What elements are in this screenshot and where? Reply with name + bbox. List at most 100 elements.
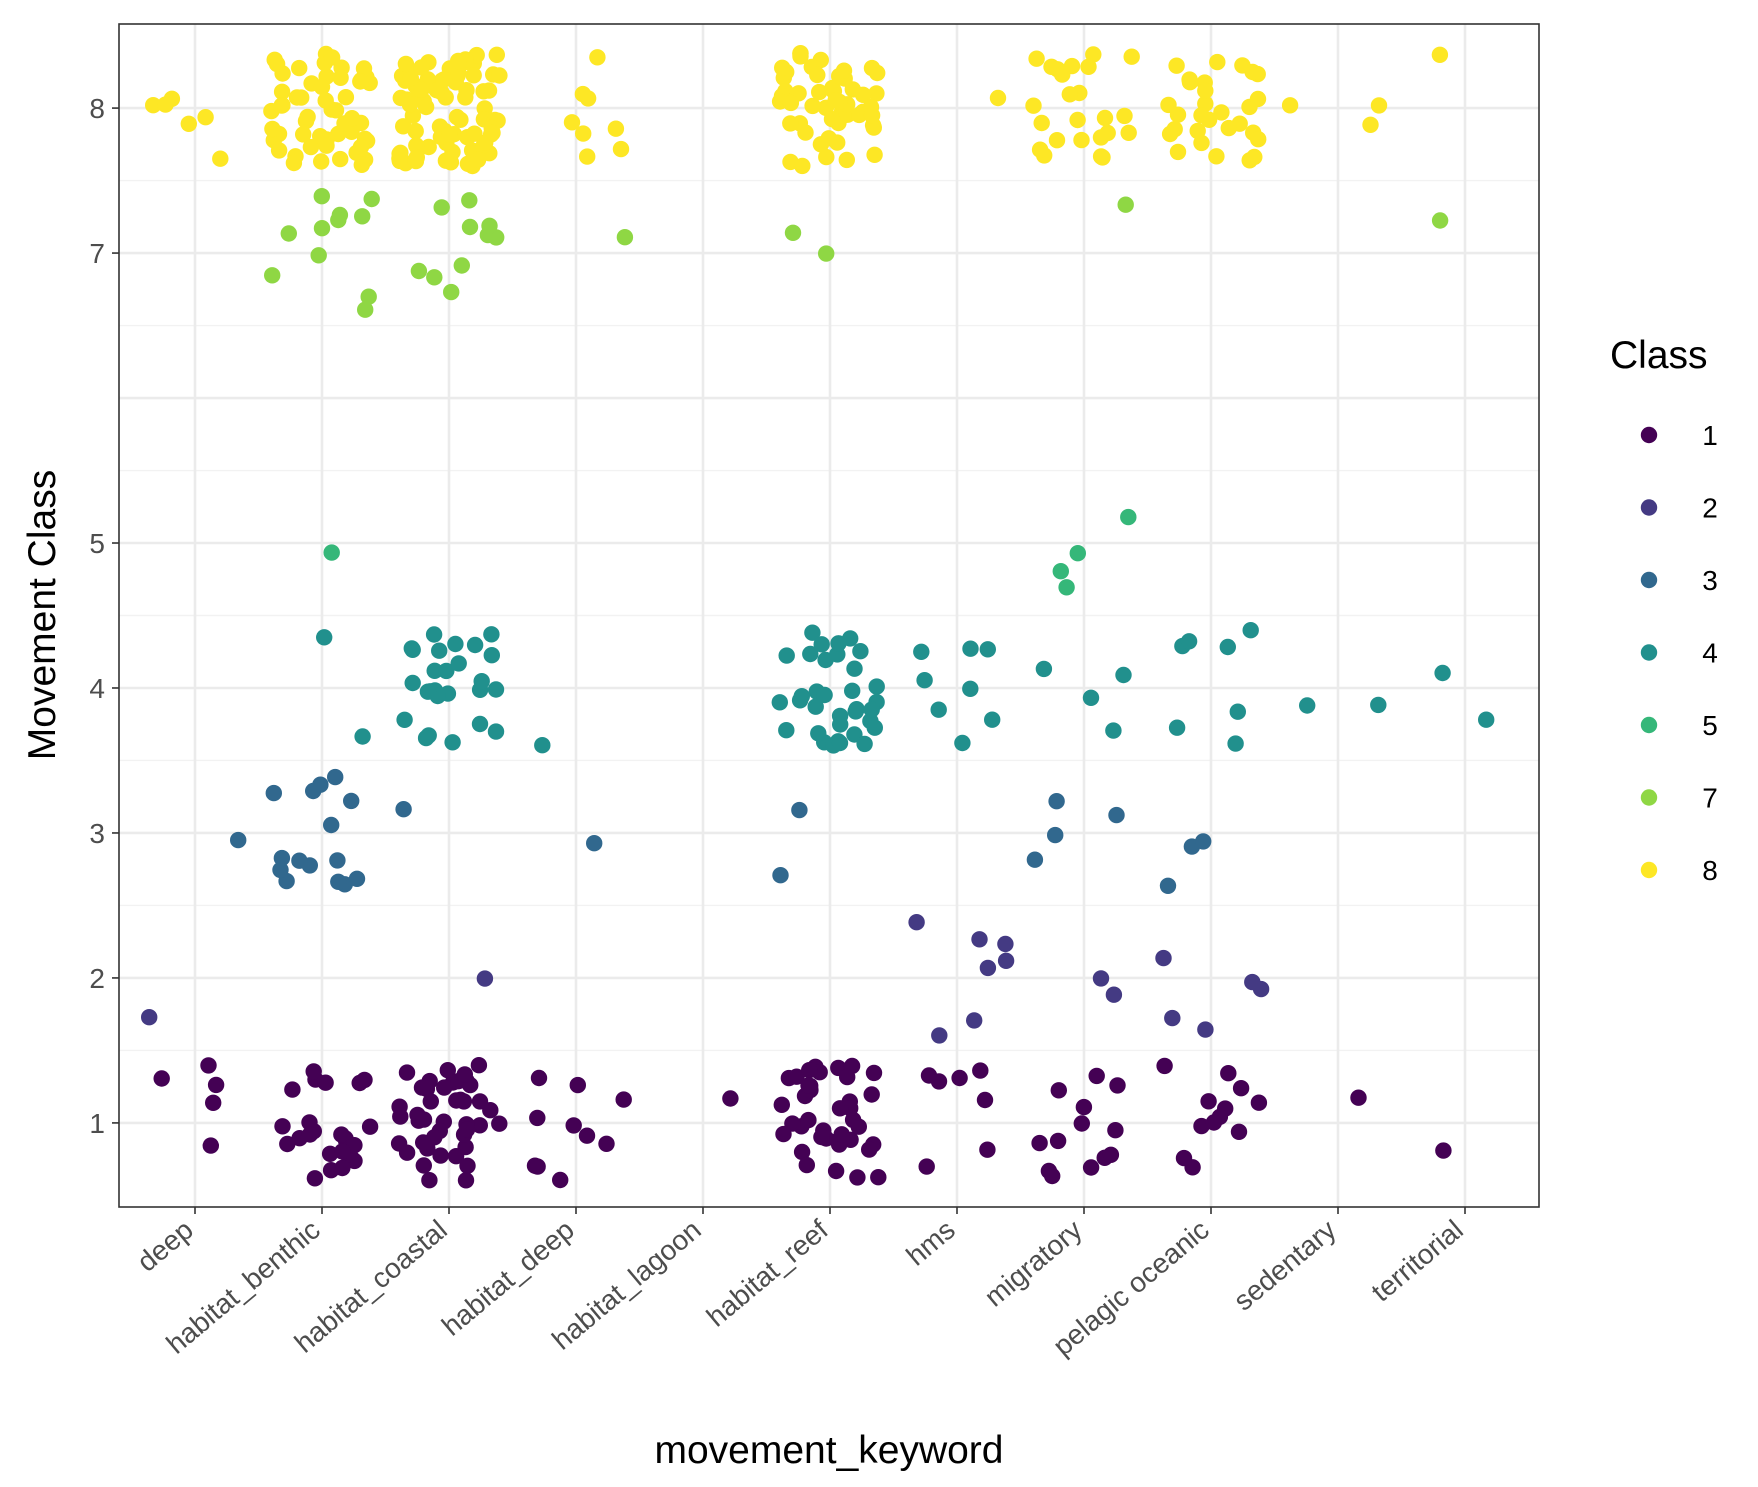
data-point [1181,74,1199,91]
data-point [534,737,551,754]
data-point [202,1137,219,1154]
data-point [1026,851,1044,868]
data-point [833,1126,850,1143]
data-point [1050,1082,1068,1099]
data-point [268,55,286,73]
data-point [863,1086,880,1103]
data-point [870,1169,887,1186]
x-tick-label: migratory [979,1214,1088,1313]
data-point [575,125,592,142]
data-point [563,114,581,131]
data-point [398,1064,416,1081]
data-point [773,1096,790,1114]
data-point [456,1066,473,1083]
data-point [804,624,821,641]
plot-border [118,23,1540,1208]
y-tick-label: 2 [89,963,105,994]
data-point [823,110,841,128]
data-point [1085,46,1102,63]
data-point [346,1137,363,1154]
data-point [778,722,795,739]
data-point [1092,970,1110,987]
data-point [419,683,437,700]
data-point [299,108,316,126]
data-point [426,662,443,679]
data-point [1156,1057,1173,1075]
data-point [420,138,437,156]
data-point [1048,132,1066,149]
data-point [856,735,873,753]
data-point [313,78,331,96]
data-point [469,151,487,168]
data-point [197,109,214,126]
data-point [800,1111,817,1129]
data-point [852,643,869,660]
legend-key [1640,861,1658,879]
data-point [1209,53,1226,71]
data-point [979,641,996,658]
x-axis-title: movement_keyword [655,1429,1004,1472]
data-point [447,1148,465,1165]
data-point [863,59,881,77]
data-point [330,873,347,890]
data-point [322,1162,340,1179]
data-point [839,1068,856,1086]
data-point [407,122,424,140]
data-point [471,1117,488,1134]
data-point [1080,58,1097,75]
data-point [831,1100,849,1117]
data-point [1099,124,1116,142]
data-point [488,46,505,63]
x-tick-label: hms [900,1214,960,1272]
data-point [827,92,844,109]
data-point [1031,1134,1048,1152]
data-point [1232,1080,1250,1097]
data-point [1075,1098,1093,1116]
data-point [1281,97,1299,114]
data-point [1195,833,1212,850]
data-point [807,698,824,715]
data-point [301,1114,318,1131]
data-point [473,673,490,690]
data-point [966,1012,983,1029]
legend: Class 1 2 3 4 5 7 8 [1610,334,1718,886]
data-point [1252,980,1270,998]
x-tick-label: deep [131,1214,199,1278]
data-point [798,1156,815,1174]
data-point [413,59,430,76]
data-point [444,734,461,751]
data-point [802,645,819,663]
data-point [363,190,380,208]
x-tick-label: habitat_reef [701,1214,834,1333]
data-point [465,67,482,84]
data-point [415,1111,433,1128]
data-point [832,716,849,733]
data-point [305,1063,322,1080]
data-point [415,1134,432,1151]
data-point [1120,508,1137,526]
data-point [1370,97,1388,114]
y-axis-title: Movement Class [21,470,64,760]
data-point [1431,46,1449,63]
data-point [782,115,799,132]
legend-key [1640,789,1658,806]
data-point [1246,148,1263,166]
data-point [312,776,329,793]
y-tick-label: 3 [89,818,105,849]
data-point [931,1027,948,1044]
data-point [1088,1067,1105,1085]
data-point [1102,1146,1120,1164]
data-point [487,723,505,740]
legend-title: Class [1610,334,1708,377]
data-point [866,719,883,736]
data-point [772,867,789,884]
data-point [1350,1089,1367,1106]
data-point [1082,1159,1100,1176]
data-point [455,1093,473,1110]
data-point [329,852,346,869]
data-point [357,301,374,318]
data-point [788,1068,805,1085]
data-point [415,1157,432,1174]
data-point [417,729,435,747]
data-point [1370,696,1387,714]
